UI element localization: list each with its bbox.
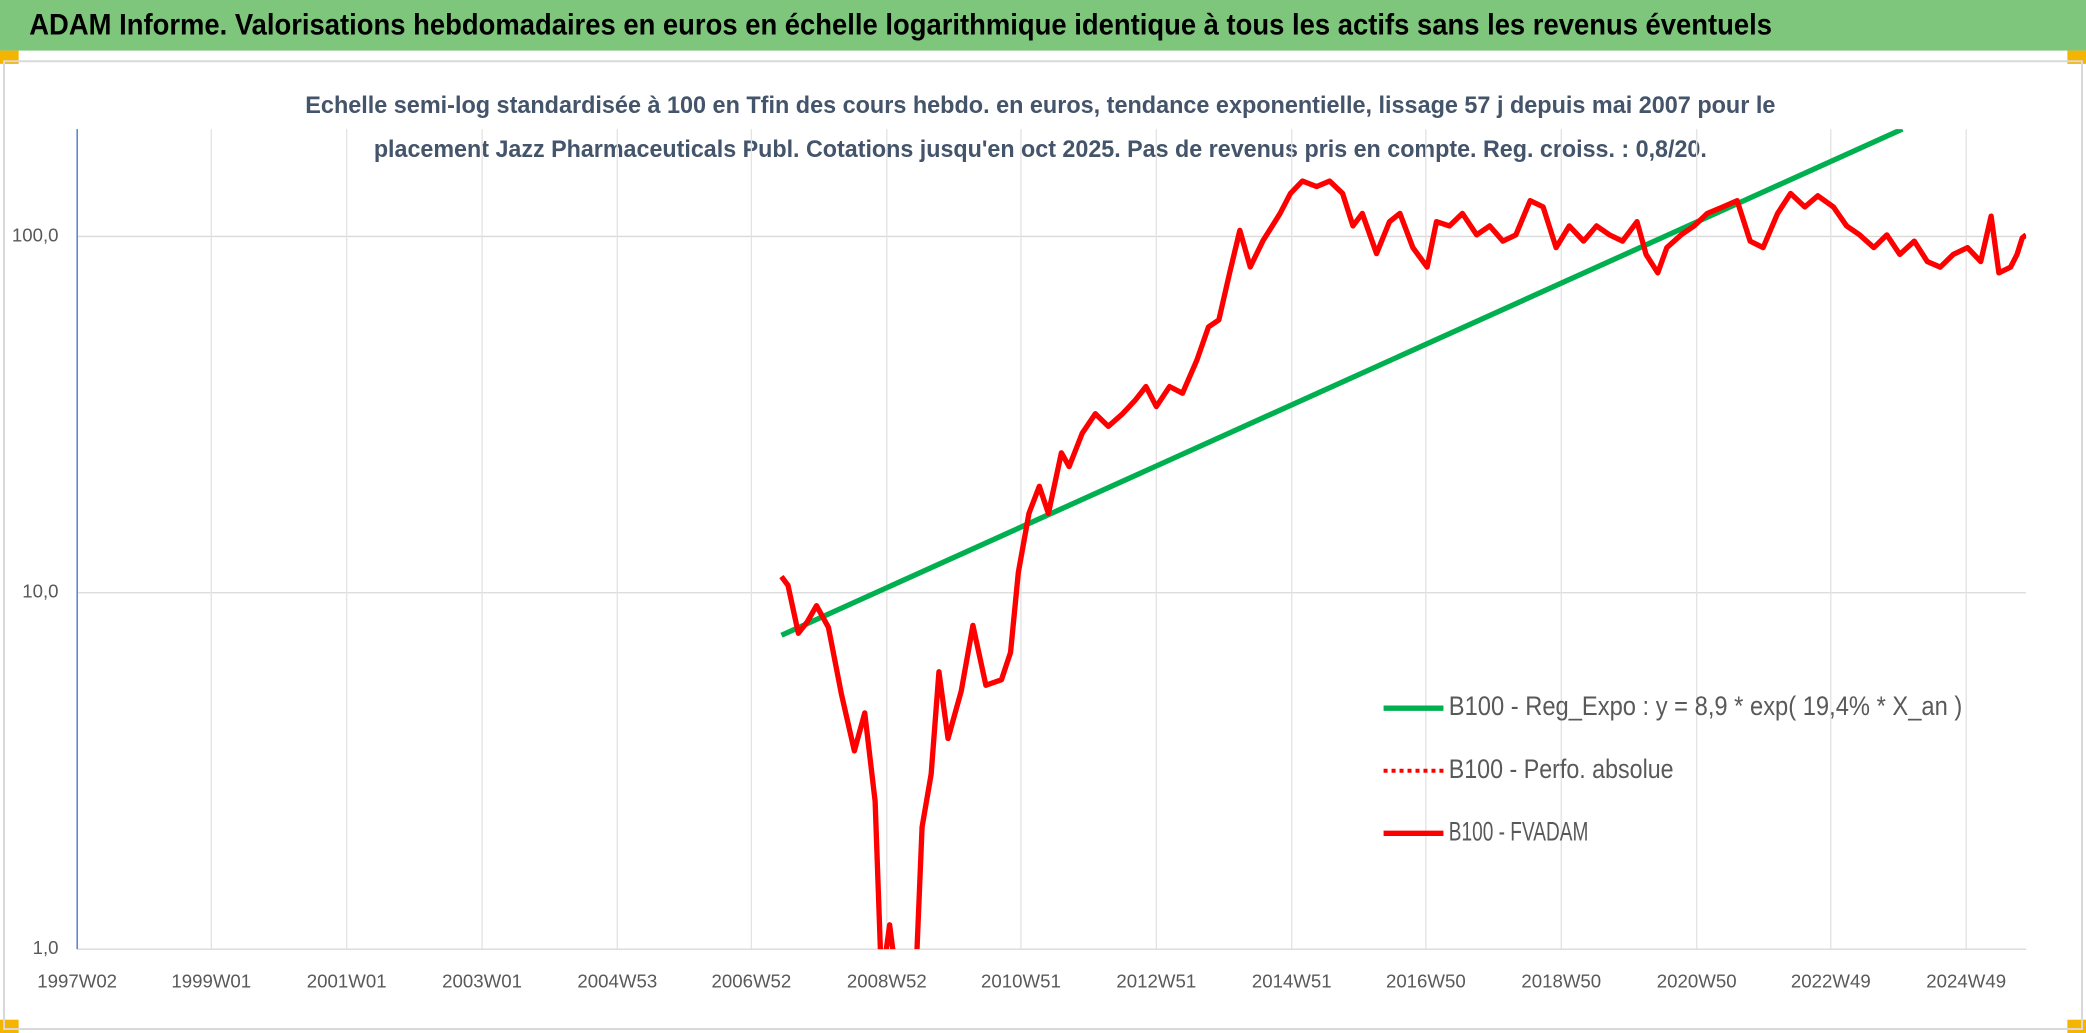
x-tick-label: 1999W01 (171, 970, 251, 991)
series-line (780, 129, 1904, 638)
legend-label: B100 - Perfo. absolue (1449, 754, 1674, 784)
x-tick-label: 2018W50 (1521, 970, 1601, 991)
legend: B100 - Reg_Expo : y = 8,9 * exp( 19,4% *… (1383, 691, 1963, 846)
chart-title: ADAM Informe. Valorisations hebdomadaire… (29, 9, 1772, 41)
chart-subtitle: Echelle semi-log standardisée à 100 en T… (305, 92, 1775, 119)
x-tick-label: 2020W50 (1657, 970, 1737, 991)
legend-label: B100 - Reg_Expo : y = 8,9 * exp( 19,4% *… (1449, 691, 1963, 721)
x-tick-label: 2004W53 (577, 970, 657, 991)
x-tick-label: 2014W51 (1252, 970, 1332, 991)
x-tick-label: 1997W02 (37, 970, 117, 991)
plot-area (779, 129, 2027, 950)
y-tick-label: 10,0 (22, 581, 58, 602)
x-tick-label: 2012W51 (1116, 970, 1196, 991)
x-tick-label: 2008W52 (847, 970, 927, 991)
x-tick-label: 2001W01 (307, 970, 387, 991)
axis-labels: 1,0 10,0 100,0 1997W02 1999W01 2001W01 2003W01… (12, 224, 2006, 991)
x-tick-label: 2006W52 (711, 970, 791, 991)
corner (2067, 1019, 2086, 1033)
x-tick-label: 2024W49 (1926, 970, 2006, 991)
x-tick-label: 2022W49 (1791, 970, 1871, 991)
x-tick-label: 2003W01 (442, 970, 522, 991)
legend-label: B100 - FVADAM (1449, 816, 1589, 846)
frame (2, 60, 2084, 1031)
y-tick-label: 1,0 (33, 937, 59, 958)
x-tick-label: 2016W50 (1386, 970, 1466, 991)
y-tick-label: 100,0 (12, 224, 59, 245)
series-line (779, 178, 2027, 950)
x-tick-label: 2010W51 (981, 970, 1061, 991)
corner (0, 1019, 19, 1033)
chart-subtitle: placement Jazz Pharmaceuticals Publ. Cot… (374, 136, 1707, 163)
header-band (0, 0, 2086, 51)
